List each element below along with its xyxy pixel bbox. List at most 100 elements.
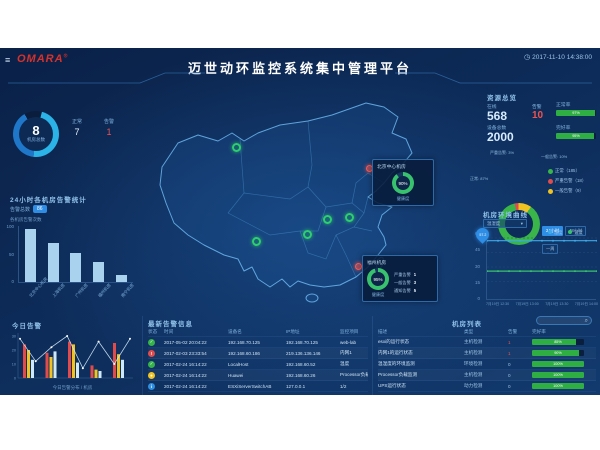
- env-chart: [486, 234, 598, 300]
- env-period-button-1[interactable]: 48小时: [565, 226, 587, 236]
- room-desc: UPS运行状态: [378, 383, 406, 388]
- rooms-header-row: 描述 类型 告警 完好率: [378, 328, 596, 337]
- map-callout-fuzhou: 福州机房 95% 健康度 严重告警 1 一般告警 3 通知告警 5: [362, 255, 438, 302]
- callout2-health-gauge: 95%: [367, 268, 389, 290]
- bar24-bar-1: [47, 242, 59, 282]
- env-xlabels: 7月19日 12:30 7月19日 13:00 7月19日 13:30 7月19日 1…: [486, 302, 598, 307]
- brand-logo: OMARA®: [17, 53, 68, 65]
- donut-annotation-general: 一般告警: 10%: [541, 154, 568, 159]
- env-select-value: 温湿度: [487, 220, 501, 226]
- alarm-device: Huawei: [228, 372, 244, 378]
- bar24-chart: [18, 226, 133, 283]
- brand-logo-text: OMARA: [17, 53, 64, 65]
- warn-status-icon: ●: [148, 371, 155, 379]
- alarm-time: 2017-02-24 16:14:22: [164, 372, 207, 378]
- rooms-header-1: 类型: [464, 329, 474, 334]
- env-period-buttons: 24小时 48小时一周: [540, 219, 600, 255]
- alarm-ip: 192.168.70.125: [286, 339, 318, 345]
- svg-text:0: 0: [14, 377, 16, 381]
- alarm-row-4[interactable]: i 2017-02-24 16:14:22 ESXiServerSwitchAB 12…: [148, 381, 368, 392]
- room-rate-bar: 100%: [532, 383, 584, 389]
- rooms-header-0: 描述: [378, 329, 388, 334]
- brand-logo-registered: ®: [63, 53, 69, 60]
- env-sensor-select[interactable]: 温湿度 ▾: [483, 219, 527, 228]
- online-stat: 在线 568: [487, 103, 507, 122]
- alarm-item: 内网1: [340, 350, 352, 355]
- callout1-percent: 90%: [398, 180, 408, 186]
- map-marker-green-0[interactable]: [232, 143, 241, 152]
- rooms-search-input[interactable]: ⌕: [536, 316, 592, 325]
- bar24-axis-note: 各机房告警次数: [10, 217, 42, 222]
- bar24-ytick-100: 100: [6, 224, 14, 229]
- alarms-header-0: 状态: [148, 329, 158, 334]
- room-alarm-count: 0: [508, 361, 511, 367]
- env-legend-label-1: 温度: [574, 230, 583, 235]
- map-marker-green-3[interactable]: [323, 215, 332, 224]
- callout1-room-name: 北京中心机房: [377, 165, 406, 170]
- alarm-row-3[interactable]: ● 2017-02-24 16:14:22 Huawei 192.168.60.26 P…: [148, 370, 368, 381]
- room-row-2[interactable]: 温湿度的环境监测 环境检测 0 100%: [378, 359, 596, 370]
- legend-dot-icon: [548, 178, 553, 184]
- rate1-bar: 97%: [556, 110, 596, 116]
- room-row-1[interactable]: 内网1的运行状态 主机检测 1 90%: [378, 348, 596, 359]
- total-label: 设备总数: [487, 126, 507, 131]
- donut-legend-label-0: 正常（185）: [555, 168, 580, 173]
- alarm-label: 告警: [532, 105, 542, 110]
- bar24-total-badge: 86: [33, 205, 47, 213]
- callout2-stat-notice: 通知告警 5: [394, 288, 417, 293]
- rooms-alarm-stat: 告警 1: [104, 118, 114, 137]
- room-alarm-count: 0: [508, 372, 511, 378]
- donut-legend-label-1: 严重告警（18）: [555, 178, 587, 183]
- callout2-stat-severe: 严重告警 1: [394, 272, 417, 277]
- room-row-0[interactable]: esxi的运行状态 主机检测 1 85%: [378, 337, 596, 348]
- env-xlabel-3: 7月19日 14:00: [574, 302, 598, 306]
- alarm-time: 2017-05-02 20:04:22: [164, 339, 207, 345]
- env-period-button-2[interactable]: 一周: [542, 244, 559, 254]
- menu-icon[interactable]: ≡: [5, 55, 11, 65]
- env-period-button-0[interactable]: 24小时: [542, 226, 564, 236]
- donut-legend-item-2: 一般告警（9）: [548, 186, 586, 196]
- alarm-row-0[interactable]: ✓ 2017-05-02 20:04:22 192.168.70.125 192.16…: [148, 337, 368, 348]
- env-legend: 湿度 温度: [548, 230, 583, 236]
- rooms-table: 描述 类型 告警 完好率 esxi的运行状态 主机检测 1 85% 内网1的运行状态 主机检测 1 9…: [378, 328, 596, 392]
- room-type: 环境检测: [464, 361, 483, 366]
- room-row-3[interactable]: Processor负载监测 主机检测 0 100%: [378, 370, 596, 381]
- donut-legend-item-1: 严重告警（18）: [548, 176, 586, 186]
- room-rate-percent: 90%: [554, 351, 562, 355]
- callout1-health-label: 健康度: [396, 196, 410, 201]
- room-rate-bar: 100%: [532, 372, 584, 378]
- map-marker-green-2[interactable]: [303, 230, 312, 239]
- map-callout-beijing: 北京中心机房 90% 健康度: [372, 159, 434, 206]
- room-rate-fill: [532, 350, 579, 356]
- callout2-percent: 95%: [373, 276, 383, 282]
- donut-annotation-normal: 正常: 87%: [470, 176, 489, 181]
- china-map-svg: [159, 102, 413, 303]
- alarm-row-1[interactable]: ! 2017-02-03 23:33:54 192.168.60.186 219.13…: [148, 348, 368, 359]
- env-marker-value: 57.2: [479, 232, 486, 237]
- map-marker-red-6[interactable]: [355, 263, 362, 270]
- room-row-4[interactable]: UPS运行状态 动力检测 0 100%: [378, 381, 596, 392]
- env-ytick: 0: [477, 296, 480, 301]
- rooms-normal-stat: 正常 7: [72, 118, 82, 137]
- room-type: 主机检测: [464, 350, 483, 355]
- rooms-header-2: 告警: [508, 329, 518, 334]
- alarm-item: Processor负载: [340, 372, 368, 377]
- rooms-total-gauge: 8 机房总数: [13, 111, 59, 157]
- map-marker-green-1[interactable]: [252, 237, 261, 246]
- room-type: 主机检测: [464, 339, 483, 344]
- chevron-down-icon: ▾: [520, 220, 523, 226]
- alarms-header-1: 时间: [164, 329, 174, 334]
- bar24-subtitle: 告警总数 86: [10, 205, 47, 213]
- ok-status-icon: ✓: [148, 338, 155, 346]
- bar24-xlabel-0: 北京中心机房: [27, 276, 49, 299]
- alarms-table: 状态 时间 设备名 IP地址 监控项目 ✓ 2017-05-02 20:04:22 192.1…: [148, 328, 368, 392]
- legend-dot-icon: [568, 230, 573, 234]
- callout2-health-label: 健康度: [371, 292, 385, 297]
- map-marker-green-4[interactable]: [345, 213, 354, 222]
- datetime-display: ◷ 2017-11-10 14:38:00: [524, 53, 592, 61]
- legend-dot-icon: [548, 230, 552, 234]
- divider: [142, 316, 143, 395]
- alarm-row-2[interactable]: ✓ 2017-02-24 16:14:22 LocalHost 192.168.60.…: [148, 359, 368, 370]
- today-xlabel: 今日告警分布 / 机房: [52, 385, 93, 390]
